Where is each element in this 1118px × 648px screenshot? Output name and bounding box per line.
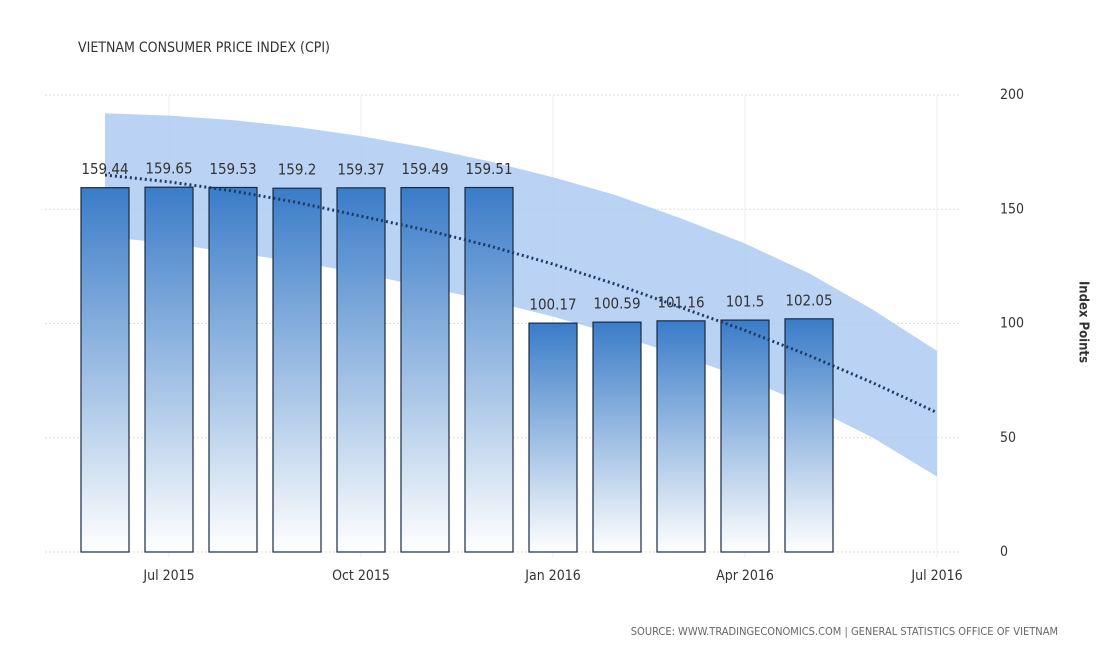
bar [784,318,834,553]
value-label: 101.16 [657,293,704,311]
bar [272,187,322,553]
value-label: 159.51 [465,160,512,178]
x-tick-label: Jul 2016 [910,568,962,584]
value-label: 100.59 [593,295,640,313]
bar [80,187,130,553]
bar [528,322,578,553]
bar [208,186,258,553]
value-label: 159.49 [401,160,448,178]
y-tick-label: 200 [1000,87,1024,103]
bar [400,186,450,553]
x-tick-label: Jan 2016 [524,568,580,584]
bar [720,319,770,553]
source: SOURCE: WWW.TRADINGECONOMICS.COM | GENER… [631,625,1058,638]
x-tick-label: Apr 2016 [716,568,774,584]
chart-title: VIETNAM CONSUMER PRICE INDEX (CPI) [78,40,330,56]
value-label: 102.05 [785,291,832,309]
value-label: 159.37 [337,160,384,178]
y-tick-label: 150 [1000,201,1024,217]
value-label: 159.65 [145,160,192,178]
bar [144,186,194,553]
y-tick-label: 100 [1000,316,1024,332]
y-tick-label: 0 [1000,544,1008,560]
value-label: 159.44 [81,160,128,178]
bar [656,320,706,553]
value-label: 101.5 [726,293,765,311]
value-label: 159.53 [209,160,256,178]
value-label: 159.2 [278,161,317,179]
y-tick-label: 50 [1000,430,1016,446]
value-label: 100.17 [529,296,576,314]
x-tick-label: Oct 2015 [332,568,390,584]
x-tick-label: Jul 2015 [142,568,194,584]
y-axis-label: Index Points [1076,281,1091,363]
bar [336,187,386,553]
bar [592,321,642,553]
bar [464,186,514,553]
